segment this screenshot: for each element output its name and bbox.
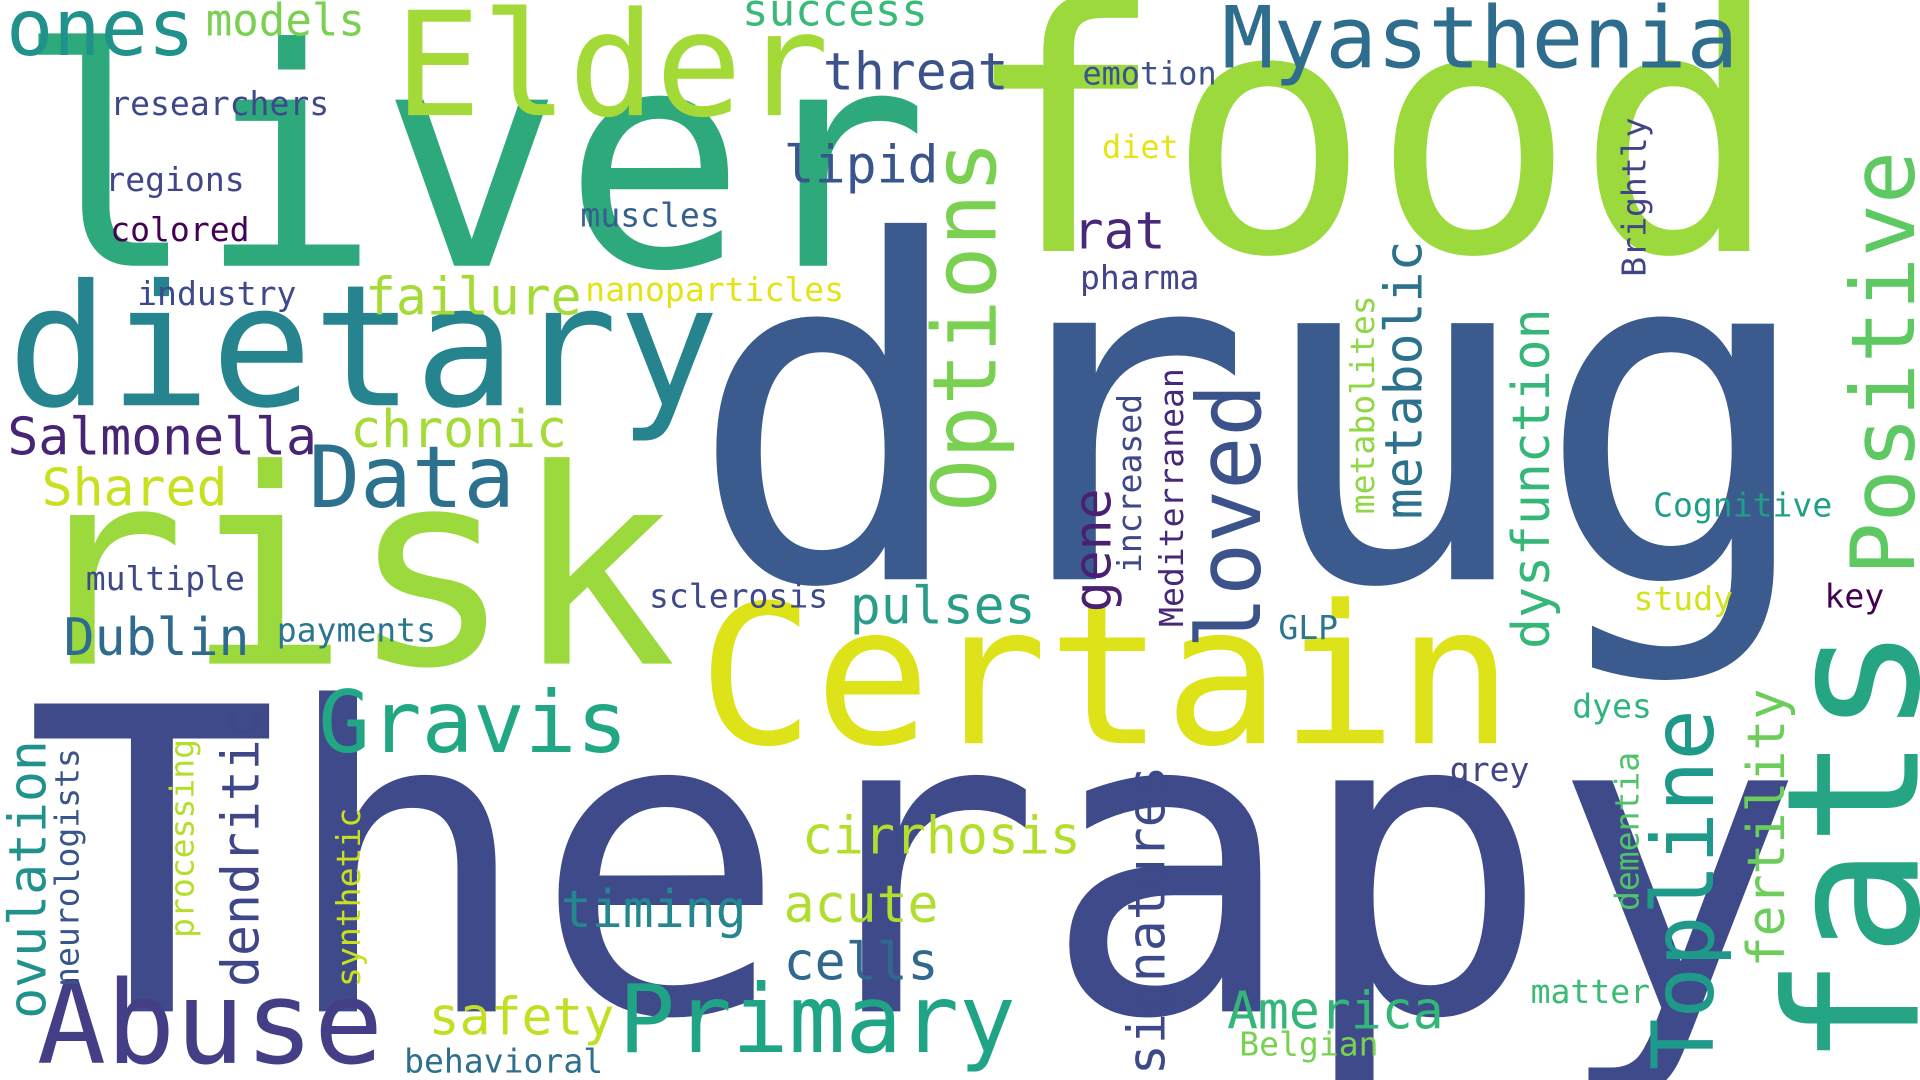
word-key: key — [1824, 577, 1885, 616]
word-metabolites: metabolites — [1344, 295, 1383, 515]
word-emotion: emotion — [1082, 56, 1217, 94]
word-dementia: dementia — [1608, 751, 1647, 912]
word-industry: industry — [137, 275, 297, 314]
word-regions: regions — [105, 161, 245, 200]
word-success: success — [742, 0, 928, 37]
word-diet: diet — [1102, 129, 1179, 167]
word-certain: Certain — [697, 564, 1514, 790]
word-salmonella: Salmonella — [7, 406, 317, 467]
word-timing: timing — [560, 879, 747, 940]
word-researchers: researchers — [110, 85, 330, 124]
word-dyes: dyes — [1572, 688, 1652, 727]
word-myasthenia: Myasthenia — [1222, 0, 1739, 89]
word-behavioral: behavioral — [404, 1043, 604, 1080]
word-loved: loved — [1177, 383, 1281, 649]
word-dublin: Dublin — [63, 607, 250, 668]
word-ovulation: ovulation — [0, 740, 58, 1019]
word-safety: safety — [428, 986, 615, 1047]
word-options: Options — [913, 140, 1017, 512]
word-multiple: multiple — [85, 560, 245, 599]
word-acute: acute — [783, 874, 939, 935]
word-processing: processing — [164, 738, 203, 938]
word-fertility: fertility — [1736, 688, 1797, 968]
word-nanoparticles: nanoparticles — [585, 271, 845, 310]
word-matter: matter — [1530, 973, 1651, 1012]
word-muscles: muscles — [580, 197, 720, 236]
word-failure: failure — [364, 266, 582, 327]
word-primary: Primary — [618, 966, 1016, 1076]
word-chronic: chronic — [350, 399, 567, 460]
word-abuse: Abuse — [36, 957, 384, 1080]
word-america: America — [1226, 980, 1444, 1041]
word-threat: threat — [822, 41, 1009, 102]
word-risk: risk — [22, 412, 677, 729]
word-topline: Topline — [1633, 708, 1734, 1071]
word-dysfunction: dysfunction — [1501, 308, 1562, 649]
word-increased: increased — [1111, 393, 1150, 574]
word-colored: colored — [110, 211, 250, 250]
word-models: models — [205, 0, 365, 47]
word-positive: Positive — [1831, 150, 1920, 576]
word-belgian: Belgian — [1239, 1026, 1379, 1065]
word-mediterranean: Mediterranean — [1153, 368, 1192, 627]
word-cirrhosis: cirrhosis — [802, 805, 1081, 866]
word-dendritic: dendritic — [210, 708, 271, 987]
word-pulses: pulses — [849, 575, 1036, 636]
word-shared: Shared — [41, 457, 228, 518]
word-liver: liver — [14, 0, 929, 338]
word-drug: drug — [688, 144, 1818, 691]
word-food: food — [961, 0, 1782, 332]
word-therapy: Therapy — [24, 620, 1805, 1080]
word-glp: GLP — [1278, 609, 1339, 648]
word-cells: cells — [783, 931, 939, 992]
word-dietary: dietary — [7, 248, 720, 446]
word-synthetic: synthetic — [330, 807, 369, 987]
word-rat: rat — [1072, 200, 1166, 261]
word-grey: grey — [1449, 751, 1530, 790]
word-study: study — [1633, 580, 1734, 619]
word-pharma: pharma — [1080, 259, 1200, 298]
word-payments: payments — [276, 612, 436, 651]
word-cognitive: Cognitive — [1653, 487, 1833, 526]
word-sclerosis: sclerosis — [648, 577, 829, 616]
word-gravis: Gravis — [318, 672, 629, 773]
word-data: Data — [308, 427, 515, 528]
word-ones: ones — [6, 0, 195, 75]
word-brightly: Brightly — [1616, 117, 1655, 277]
word-metabolic: metabolic — [1373, 240, 1434, 520]
word-lipid: lipid — [783, 134, 939, 195]
word-neurologists: neurologists — [48, 748, 87, 987]
word-signatures: signatures — [1116, 765, 1177, 1076]
word-elder: Elder — [394, 0, 830, 150]
